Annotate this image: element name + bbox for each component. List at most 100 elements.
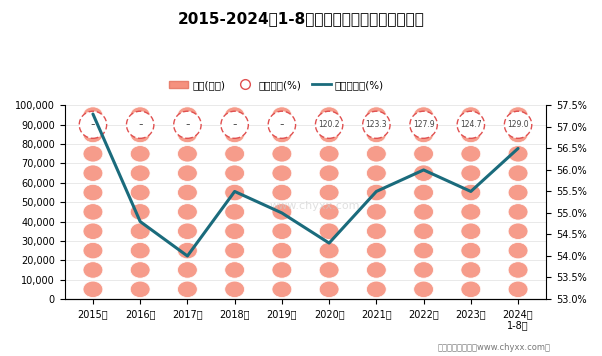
Ellipse shape <box>367 107 386 123</box>
Ellipse shape <box>319 126 339 143</box>
Ellipse shape <box>319 107 339 123</box>
Text: 120.2: 120.2 <box>318 120 340 129</box>
Ellipse shape <box>461 223 481 240</box>
Ellipse shape <box>367 223 386 240</box>
Ellipse shape <box>367 262 386 278</box>
Ellipse shape <box>178 281 197 298</box>
Ellipse shape <box>174 111 201 138</box>
Ellipse shape <box>367 184 386 201</box>
Ellipse shape <box>461 262 481 278</box>
Ellipse shape <box>268 111 296 138</box>
Text: 129.0: 129.0 <box>507 120 529 129</box>
Ellipse shape <box>225 281 244 298</box>
Ellipse shape <box>461 242 481 259</box>
Legend: 负债(亿元), 产权比率(%), 资产负债率(%): 负债(亿元), 产权比率(%), 资产负债率(%) <box>165 76 388 94</box>
Ellipse shape <box>272 242 292 259</box>
Ellipse shape <box>508 184 528 201</box>
Ellipse shape <box>130 107 150 123</box>
Ellipse shape <box>461 107 481 123</box>
Ellipse shape <box>225 165 244 182</box>
Ellipse shape <box>272 262 292 278</box>
Ellipse shape <box>504 111 532 138</box>
Ellipse shape <box>461 204 481 220</box>
Ellipse shape <box>83 146 103 162</box>
Ellipse shape <box>461 165 481 182</box>
Ellipse shape <box>83 281 103 298</box>
Ellipse shape <box>178 223 197 240</box>
Text: 127.9: 127.9 <box>413 120 435 129</box>
Ellipse shape <box>225 223 244 240</box>
Ellipse shape <box>130 262 150 278</box>
Ellipse shape <box>457 111 485 138</box>
Ellipse shape <box>130 165 150 182</box>
Ellipse shape <box>130 146 150 162</box>
Ellipse shape <box>225 242 244 259</box>
Ellipse shape <box>178 262 197 278</box>
Ellipse shape <box>272 184 292 201</box>
Ellipse shape <box>367 281 386 298</box>
Ellipse shape <box>414 223 433 240</box>
Ellipse shape <box>414 204 433 220</box>
Ellipse shape <box>319 165 339 182</box>
Ellipse shape <box>178 146 197 162</box>
Ellipse shape <box>178 242 197 259</box>
Ellipse shape <box>225 184 244 201</box>
Ellipse shape <box>178 165 197 182</box>
Ellipse shape <box>508 146 528 162</box>
Ellipse shape <box>319 262 339 278</box>
Ellipse shape <box>83 223 103 240</box>
Ellipse shape <box>225 262 244 278</box>
Ellipse shape <box>83 242 103 259</box>
Ellipse shape <box>130 223 150 240</box>
Text: 制图：智専咋询（www.chyxx.com）: 制图：智専咋询（www.chyxx.com） <box>437 344 550 352</box>
Ellipse shape <box>178 107 197 123</box>
Ellipse shape <box>461 184 481 201</box>
Text: -: - <box>185 118 190 131</box>
Ellipse shape <box>508 262 528 278</box>
Text: -: - <box>138 118 143 131</box>
Text: 124.7: 124.7 <box>460 120 482 129</box>
Ellipse shape <box>130 204 150 220</box>
Ellipse shape <box>414 262 433 278</box>
Ellipse shape <box>319 184 339 201</box>
Ellipse shape <box>221 111 249 138</box>
Ellipse shape <box>508 223 528 240</box>
Ellipse shape <box>461 146 481 162</box>
Ellipse shape <box>272 223 292 240</box>
Ellipse shape <box>414 107 433 123</box>
Text: -: - <box>280 118 284 131</box>
Ellipse shape <box>178 126 197 143</box>
Ellipse shape <box>319 204 339 220</box>
Ellipse shape <box>178 204 197 220</box>
Ellipse shape <box>508 126 528 143</box>
Ellipse shape <box>83 262 103 278</box>
Ellipse shape <box>130 126 150 143</box>
Ellipse shape <box>272 126 292 143</box>
Ellipse shape <box>362 111 390 138</box>
Ellipse shape <box>508 107 528 123</box>
Ellipse shape <box>367 204 386 220</box>
Ellipse shape <box>83 165 103 182</box>
Ellipse shape <box>319 146 339 162</box>
Ellipse shape <box>319 242 339 259</box>
Ellipse shape <box>79 111 107 138</box>
Ellipse shape <box>315 111 343 138</box>
Ellipse shape <box>508 242 528 259</box>
Ellipse shape <box>130 242 150 259</box>
Ellipse shape <box>272 204 292 220</box>
Ellipse shape <box>225 204 244 220</box>
Ellipse shape <box>461 126 481 143</box>
Ellipse shape <box>414 242 433 259</box>
Ellipse shape <box>414 184 433 201</box>
Text: 2015-2024年1-8月浙江省工业企业负债统计图: 2015-2024年1-8月浙江省工业企业负债统计图 <box>178 11 424 26</box>
Ellipse shape <box>414 281 433 298</box>
Ellipse shape <box>272 281 292 298</box>
Ellipse shape <box>508 281 528 298</box>
Ellipse shape <box>414 126 433 143</box>
Ellipse shape <box>410 111 437 138</box>
Ellipse shape <box>319 281 339 298</box>
Ellipse shape <box>367 146 386 162</box>
Ellipse shape <box>272 165 292 182</box>
Ellipse shape <box>126 111 154 138</box>
Ellipse shape <box>130 281 150 298</box>
